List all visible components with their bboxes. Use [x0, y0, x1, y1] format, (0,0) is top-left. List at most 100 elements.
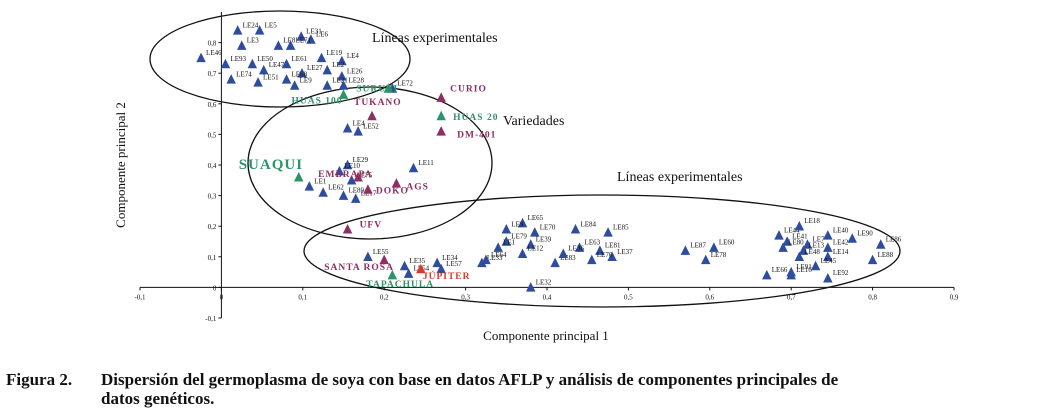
point-label: LE26 [347, 67, 363, 75]
point-label: HUAS 20 [453, 113, 498, 123]
point-marker [603, 227, 613, 237]
point-label: LE27 [307, 64, 323, 72]
point-marker [338, 190, 349, 200]
point-marker [517, 248, 528, 258]
x-tick-label: 0,7 [787, 293, 796, 301]
point-marker [700, 254, 711, 265]
x-tick-label: 0,6 [705, 293, 714, 301]
y-tick-label: 0,5 [208, 131, 217, 139]
point-marker [289, 80, 300, 90]
point-label: LE92 [833, 269, 849, 277]
point-label: LE42 [833, 239, 849, 247]
point-label: CURIO [450, 85, 487, 95]
point-label: LE6 [316, 31, 329, 39]
point-label: LE88 [878, 251, 894, 259]
point-label: LE80 [788, 239, 804, 247]
point-marker [823, 230, 833, 240]
point-label: SURUBI [356, 85, 398, 95]
point-marker [363, 251, 373, 262]
point-label: LE74 [236, 70, 252, 78]
y-tick-label: 0,7 [208, 70, 217, 78]
point-label: JÚPITER [423, 270, 471, 282]
point-label: LE72 [397, 80, 413, 88]
point-label: LE31 [306, 27, 322, 35]
x-tick-label: -0,1 [134, 293, 146, 301]
point-marker [316, 52, 327, 63]
point-marker [782, 236, 792, 246]
point-marker [709, 242, 719, 252]
y-tick-label: 0,3 [208, 193, 217, 201]
point-label: LE65 [528, 214, 544, 222]
point-label: SUAQUI [239, 157, 303, 173]
point-label: LE50 [257, 55, 273, 63]
point-label: LE83 [560, 254, 576, 262]
point-marker [338, 80, 349, 90]
point-marker [232, 25, 243, 35]
point-label: LE66 [772, 266, 788, 274]
point-marker [353, 126, 363, 136]
point-marker [867, 254, 878, 265]
point-marker [296, 31, 306, 41]
point-label: LE3 [247, 37, 260, 45]
point-label: LE33 [487, 254, 503, 262]
point-marker [342, 159, 353, 170]
point-marker [297, 67, 307, 78]
point-marker [436, 263, 446, 274]
point-label: LE4 [353, 119, 366, 127]
group-ellipses [149, 10, 901, 308]
point-label: LE61 [292, 55, 308, 63]
point-marker [847, 233, 857, 243]
point-label: TUKANO [354, 98, 402, 108]
point-marker [281, 58, 292, 69]
point-label: LE9 [511, 220, 524, 228]
point-label: LE41 [792, 233, 808, 241]
point-label: LE86 [886, 236, 902, 244]
point-label: LE19 [327, 49, 343, 57]
point-marker [794, 220, 805, 231]
x-tick-label: 0 [220, 293, 224, 301]
point-marker [607, 251, 617, 262]
point-marker [432, 257, 442, 268]
point-label: LE75 [357, 171, 373, 179]
point-label: LE57 [446, 260, 462, 268]
point-label: LE79 [511, 233, 527, 241]
point-marker [774, 230, 784, 240]
y-tick-label: 0 [213, 284, 217, 292]
point-label: SANTA ROSA [324, 263, 394, 273]
point-marker [481, 254, 491, 265]
point-marker [786, 269, 796, 280]
annotations: Líneas experimentales Variedades Líneas … [372, 31, 743, 185]
point-label: DOKO [376, 186, 409, 196]
point-label: LE90 [857, 229, 873, 237]
point-marker [436, 126, 446, 136]
point-label: LE51 [263, 73, 279, 81]
point-marker [802, 239, 813, 249]
point-marker [762, 269, 772, 280]
point-label: LE63 [585, 239, 601, 247]
point-label: LE34 [442, 254, 458, 262]
point-label: LE45 [821, 257, 837, 265]
x-tick-label: 0,2 [380, 293, 389, 301]
y-tick-label: -0,1 [205, 315, 217, 323]
group-ellipse-bottom [303, 194, 901, 308]
point-marker [387, 269, 398, 280]
point-label: LE18 [804, 217, 820, 225]
point-label: LE16 [796, 266, 812, 274]
point-marker [823, 272, 833, 283]
point-label: LE84 [580, 220, 596, 228]
point-label: LE39 [536, 236, 552, 244]
point-label: HUAS 100 [292, 97, 343, 107]
pca-figure: -0,1 0 0,1 0,2 0,3 0,4 0,5 0,6 0,7 0,8 0,9 -0,1 0 0,1… [113, 10, 959, 343]
y-tick-label: 0,2 [208, 223, 217, 231]
point-label: LE2 [332, 61, 345, 69]
point-label: LE40 [833, 226, 849, 234]
annotation-lineas-top: Líneas experimentales [372, 31, 498, 46]
point-marker [530, 227, 540, 237]
annotation-variedades: Variedades [503, 114, 564, 129]
point-marker [383, 83, 394, 93]
point-label: EMBRAPA [318, 170, 372, 180]
point-label: AGS [406, 182, 429, 192]
point-label: LE55 [373, 248, 389, 256]
y-tick-label: 0,1 [208, 254, 217, 262]
axes: -0,1 0 0,1 0,2 0,3 0,4 0,5 0,6 0,7 0,8 0,9 -0,1 0 0,1… [134, 12, 959, 323]
